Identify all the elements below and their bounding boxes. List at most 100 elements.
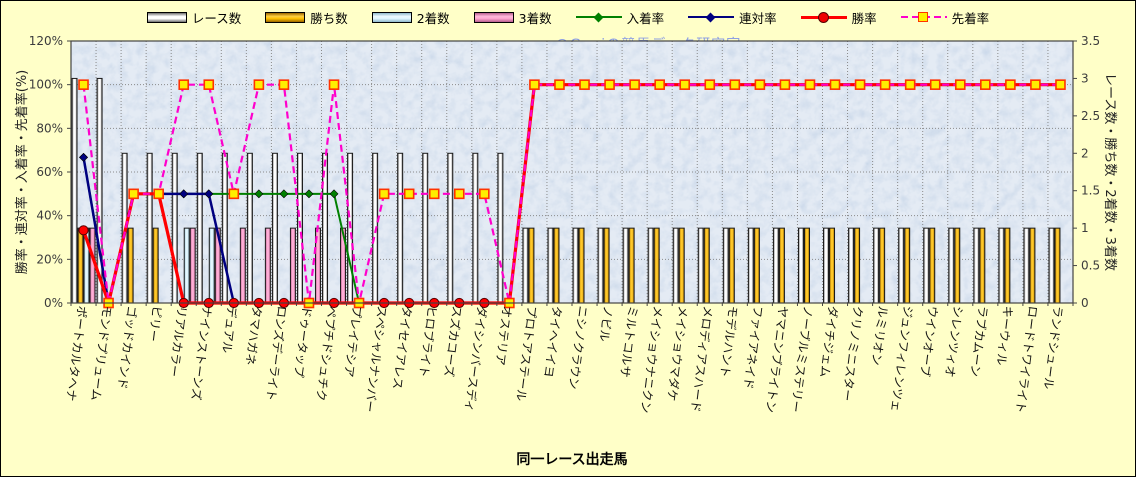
marker-diamond	[79, 152, 88, 162]
bar	[904, 227, 911, 304]
bar	[296, 152, 303, 304]
bar	[647, 227, 654, 304]
legend-item-lead-rate[interactable]: 先着率	[900, 8, 990, 27]
bar	[979, 227, 986, 304]
bar	[597, 227, 604, 304]
x-axis-title: 同一レース出走馬	[516, 452, 628, 468]
bar	[747, 227, 754, 304]
bar	[672, 227, 679, 304]
bar	[772, 227, 779, 304]
bar	[728, 227, 735, 304]
marker-square	[904, 79, 916, 90]
bar	[77, 227, 84, 304]
marker-square	[854, 79, 866, 90]
bar	[239, 227, 246, 304]
marker-square	[629, 79, 640, 90]
bar	[879, 227, 886, 304]
bar	[973, 227, 980, 304]
marker-square	[729, 79, 741, 90]
bar	[472, 152, 479, 304]
lead-rate-line-swatch-icon	[900, 11, 947, 24]
marker-square	[579, 79, 590, 90]
marker-square	[704, 79, 716, 90]
svg-text:3: 3	[1081, 71, 1089, 85]
svg-text:0.5: 0.5	[1081, 259, 1100, 273]
marker-square	[1055, 79, 1066, 90]
bar	[289, 227, 296, 304]
bar	[954, 227, 961, 304]
bar	[653, 227, 660, 304]
svg-text:120%: 120%	[29, 34, 63, 48]
svg-text:100%: 100%	[29, 78, 63, 92]
svg-text:60%: 60%	[36, 165, 63, 179]
legend-item-quinella-rate[interactable]: 連対率	[688, 8, 777, 27]
marker-square	[203, 79, 215, 90]
bar	[183, 227, 190, 304]
marker-square	[554, 79, 565, 90]
bar	[1004, 227, 1011, 304]
bar	[797, 227, 804, 304]
marker-square	[78, 79, 89, 90]
bar	[703, 227, 710, 304]
quinella-rate-line-swatch-icon	[688, 11, 735, 24]
bar	[208, 227, 215, 304]
bar	[397, 152, 404, 304]
bar	[1048, 227, 1055, 304]
bar	[171, 152, 178, 304]
svg-text:20%: 20%	[36, 252, 63, 266]
bar	[697, 227, 704, 304]
bar	[898, 227, 905, 304]
legend-item-third-count[interactable]: 3着数	[473, 8, 552, 27]
bar	[522, 227, 529, 304]
bar	[628, 227, 635, 304]
legend-label: 先着率	[951, 11, 990, 26]
marker-square	[754, 79, 766, 90]
marker-diamond	[204, 189, 214, 199]
legend-label: 2着数	[416, 11, 450, 26]
legend-label: 入着率	[626, 11, 665, 26]
marker-diamond	[304, 189, 314, 199]
legend-label: 勝ち数	[310, 11, 348, 26]
bar	[189, 227, 196, 304]
bar	[271, 152, 278, 304]
marker-square	[529, 79, 540, 90]
legend-item-second-count[interactable]: 2着数	[371, 8, 450, 27]
chart-legend: レース数 勝ち数 2着数 3着数 入着率 連対率 勝率 先着率	[1, 8, 1135, 27]
bar	[854, 227, 861, 304]
marker-square	[779, 79, 791, 90]
bar	[873, 227, 880, 304]
marker-diamond	[179, 189, 189, 199]
bar	[622, 227, 629, 304]
legend-item-race-count[interactable]: レース数	[146, 8, 241, 27]
marker-square	[604, 79, 615, 90]
marker-square	[1030, 79, 1041, 90]
marker-square	[228, 188, 240, 200]
bar	[948, 227, 955, 304]
bar	[553, 227, 560, 304]
bar	[572, 227, 579, 304]
third-count-bar-swatch-icon	[473, 12, 514, 23]
legend-item-place-rate[interactable]: 入着率	[575, 8, 665, 27]
marker-diamond	[279, 189, 289, 199]
marker-square	[403, 188, 415, 200]
win-count-bar-swatch-icon	[265, 12, 306, 23]
legend-label: 連対率	[739, 11, 777, 26]
bar	[778, 227, 785, 304]
y-axis-right-title: レース数・勝ち数・2着数・3着数	[1102, 73, 1117, 271]
place-rate-line-swatch-icon	[575, 11, 622, 24]
bar	[998, 227, 1005, 304]
bar-series-勝ち数	[77, 227, 1061, 304]
bar	[753, 227, 760, 304]
legend-label: 3着数	[518, 11, 552, 26]
legend-item-win-rate[interactable]: 勝率	[800, 8, 877, 27]
svg-text:3.5: 3.5	[1081, 34, 1100, 48]
marker-square	[654, 79, 665, 90]
legend-item-win-count[interactable]: 勝ち数	[265, 8, 348, 27]
marker-square	[328, 79, 340, 90]
bar	[923, 227, 930, 304]
bar	[1023, 227, 1030, 304]
bar	[246, 152, 253, 304]
axis-ticks	[67, 40, 1077, 306]
